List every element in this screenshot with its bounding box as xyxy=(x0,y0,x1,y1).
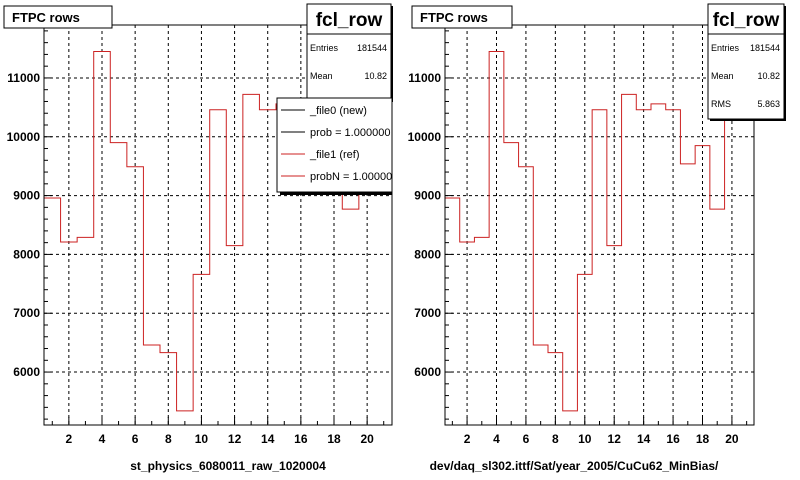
x-tick-label: 20 xyxy=(360,432,374,446)
y-tick-label: 9000 xyxy=(13,189,40,203)
y-tick-label: 9000 xyxy=(414,189,441,203)
x-tick-label: 2 xyxy=(464,432,471,446)
legend-label: prob = 1.000000 xyxy=(310,127,390,139)
stats-value: 181544 xyxy=(750,43,780,53)
x-tick-label: 12 xyxy=(608,432,622,446)
y-tick-label: 7000 xyxy=(414,306,441,320)
legend-label: _file0 (new) xyxy=(309,105,367,117)
y-tick-label: 10000 xyxy=(408,130,442,144)
histogram-panel-2: 2 4 6 8 10 12 14 16 18 20 6000 7000 8000 9000 10000 110… xyxy=(408,3,786,473)
y-tick-label: 10000 xyxy=(7,130,41,144)
x-tick-label: 16 xyxy=(666,432,680,446)
stats-value: 10.82 xyxy=(364,71,387,81)
stats-label: Mean xyxy=(310,71,333,81)
x-tick-label: 12 xyxy=(228,432,242,446)
x-tick-label: 10 xyxy=(195,432,209,446)
x-tick-label: 18 xyxy=(696,432,710,446)
x-tick-label: 4 xyxy=(493,432,500,446)
stats-value: 5.863 xyxy=(757,99,780,109)
x-tick-label: 2 xyxy=(66,432,73,446)
x-tick-label: 14 xyxy=(261,432,275,446)
x-tick-label: 6 xyxy=(132,432,139,446)
x-tick-label: 16 xyxy=(294,432,308,446)
x-tick-label: 20 xyxy=(725,432,739,446)
stats-label: Mean xyxy=(711,71,734,81)
stats-label: RMS xyxy=(711,99,731,109)
stats-label: Entries xyxy=(310,43,339,53)
x-tick-label: 8 xyxy=(165,432,172,446)
x-tick-label: 18 xyxy=(327,432,341,446)
stats-name: fcl_row xyxy=(316,10,383,31)
stats-box xyxy=(707,3,785,120)
x-tick-label: 10 xyxy=(578,432,592,446)
y-tick-label: 6000 xyxy=(13,365,40,379)
legend-label: probN = 1.000000 xyxy=(310,171,398,183)
y-tick-label: 11000 xyxy=(7,71,40,85)
title-box xyxy=(411,5,513,29)
plot-frame xyxy=(444,24,755,426)
y-tick-label: 7000 xyxy=(13,306,40,320)
stats-label: Entries xyxy=(711,43,740,53)
y-tick-label: 8000 xyxy=(414,247,441,261)
stats-value: 181544 xyxy=(357,43,387,53)
histogram-line xyxy=(445,50,754,412)
legend-label: _file1 (ref) xyxy=(309,149,360,161)
x-tick-label: 14 xyxy=(637,432,651,446)
x-tick-label: 4 xyxy=(99,432,106,446)
x-tick-label: 6 xyxy=(523,432,530,446)
stats-value: 10.82 xyxy=(757,71,780,81)
histogram-panel-1: 2 4 6 8 10 12 14 16 18 20 6000 7000 8000 9000 10000 110… xyxy=(3,3,398,473)
y-tick-label: 6000 xyxy=(414,365,441,379)
y-tick-label: 8000 xyxy=(13,247,40,261)
stats-name: fcl_row xyxy=(713,10,780,31)
x-tick-label: 8 xyxy=(552,432,559,446)
y-tick-label: 11000 xyxy=(408,71,441,85)
x-axis-label: st_physics_6080011_raw_1020004 xyxy=(130,459,326,473)
chart-title: FTPC rows xyxy=(420,10,488,25)
title-box xyxy=(3,5,113,29)
chart-title: FTPC rows xyxy=(12,10,80,25)
legend: _file0 (new) prob = 1.000000 _file1 (ref) p… xyxy=(276,97,398,195)
stats-box xyxy=(306,3,392,101)
x-axis-label: dev/daq_sl302.ittf/Sat/year_2005/CuCu62_… xyxy=(430,459,719,473)
plot-frame xyxy=(43,24,393,426)
